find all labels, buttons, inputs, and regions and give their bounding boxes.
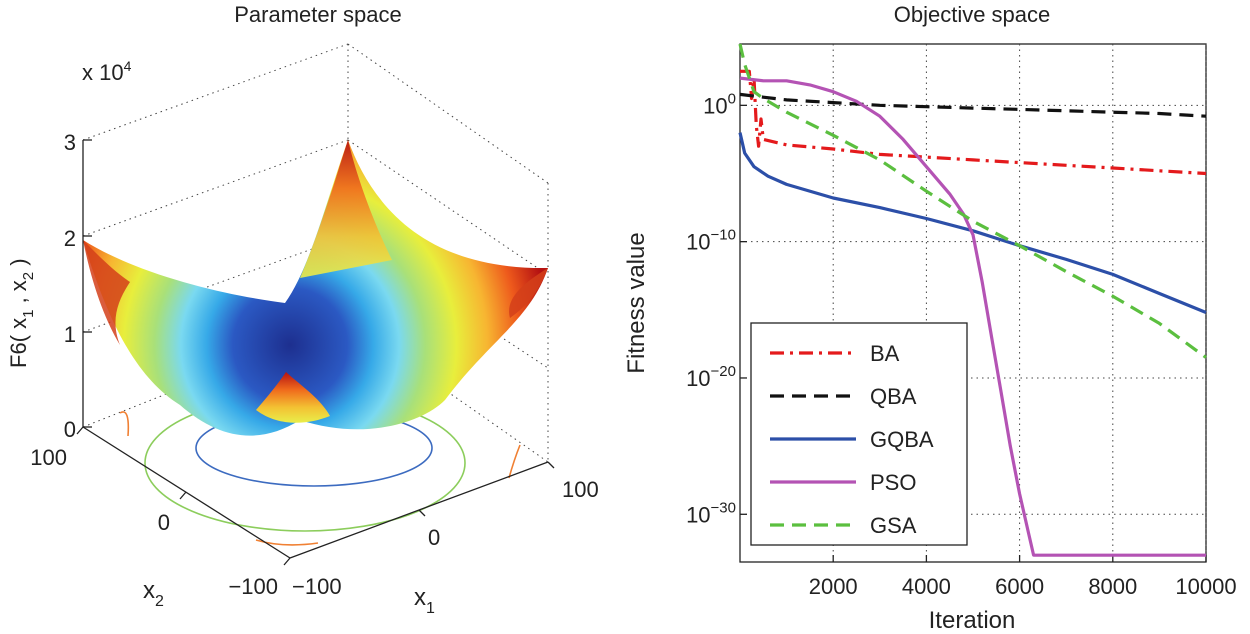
z-axis-label: F6( x1 , x2 ) bbox=[6, 258, 37, 368]
surface-chart: Parameter space x 104 3 2 1 0 100 0 −100… bbox=[6, 2, 599, 617]
y-tick-label: −100 bbox=[228, 574, 278, 599]
y-tick-label: 0 bbox=[158, 510, 170, 535]
y-tick-label: 10−30 bbox=[686, 499, 736, 527]
x-tick-labels: 2000 4000 6000 8000 10000 bbox=[809, 574, 1237, 599]
x-tick-label: −100 bbox=[292, 574, 342, 599]
y-tick-label: 100 bbox=[703, 90, 736, 118]
x-tick-label: 6000 bbox=[995, 574, 1044, 599]
z-tick-label: 2 bbox=[64, 226, 76, 251]
legend-label-ba: BA bbox=[870, 341, 900, 366]
series-lines bbox=[738, 43, 1207, 557]
legend-items: BA QBA GQBA PSO GSA bbox=[770, 341, 934, 538]
surface-front-peak bbox=[256, 372, 330, 423]
z-multiplier: x 104 bbox=[82, 58, 132, 85]
y-tick-label: 100 bbox=[30, 445, 67, 470]
plot-frame bbox=[739, 43, 1207, 563]
x-tick-label: 100 bbox=[562, 477, 599, 502]
y-axis-label: Fitness value bbox=[623, 232, 650, 373]
axes-3d-ticks bbox=[76, 139, 555, 566]
x2-axis-label: x2 bbox=[143, 577, 164, 610]
z-tick-labels: 3 2 1 0 bbox=[64, 130, 76, 442]
surface-back-peak bbox=[300, 140, 392, 278]
series-line-pso bbox=[739, 76, 1206, 557]
z-axis-label-part: , x bbox=[6, 280, 31, 309]
x-tick-label: 2000 bbox=[809, 574, 858, 599]
series-line-gsa bbox=[738, 43, 1207, 359]
legend-label-gqba: GQBA bbox=[870, 427, 934, 452]
z-tick-label: 3 bbox=[64, 130, 76, 155]
x-axis-label: Iteration bbox=[929, 607, 1016, 634]
x1-axis-label-sub: 1 bbox=[426, 600, 435, 617]
x-tick-label: 8000 bbox=[1088, 574, 1137, 599]
line-chart-title: Objective space bbox=[894, 2, 1051, 27]
x-tick-labels: −100 0 100 bbox=[292, 477, 599, 599]
y-tick-labels: 100 0 −100 bbox=[30, 445, 278, 599]
z-axis-label-part: ) bbox=[6, 258, 31, 271]
series-line-gqba bbox=[738, 132, 1207, 314]
series-line-ba bbox=[740, 69, 1207, 176]
z-axis-label-sub: 1 bbox=[20, 310, 37, 318]
legend-label-pso: PSO bbox=[870, 470, 916, 495]
x1-axis-label: x1 bbox=[414, 584, 435, 617]
surface-right-corner bbox=[509, 268, 548, 318]
z-tick-label: 0 bbox=[64, 417, 76, 442]
z-axis-label-part: F6( x bbox=[6, 318, 31, 368]
series-line-qba bbox=[739, 92, 1207, 118]
z-multiplier-exp: 4 bbox=[124, 58, 132, 74]
grid-lines bbox=[740, 44, 1207, 562]
x-tick-label: 4000 bbox=[902, 574, 951, 599]
x1-axis-label-main: x bbox=[414, 584, 426, 611]
surface-left-corner bbox=[83, 240, 130, 345]
x-tick-label: 0 bbox=[428, 525, 440, 550]
surface-mesh bbox=[83, 140, 548, 436]
z-tick-label: 1 bbox=[64, 322, 76, 347]
y-tick-label: 10−20 bbox=[686, 363, 736, 391]
x2-axis-label-main: x bbox=[143, 577, 155, 604]
z-multiplier-base: x 10 bbox=[82, 60, 124, 85]
legend-box bbox=[750, 322, 968, 546]
y-tick-label: 10−10 bbox=[686, 227, 736, 255]
z-axis-label-sub: 2 bbox=[20, 272, 37, 280]
legend-label-qba: QBA bbox=[870, 384, 917, 409]
x-tick-label: 10000 bbox=[1175, 574, 1236, 599]
surface-title: Parameter space bbox=[234, 2, 402, 27]
legend-label-gsa: GSA bbox=[870, 513, 917, 538]
y-tick-labels: 100 10−10 10−20 10−30 bbox=[686, 90, 736, 527]
x2-axis-label-sub: 2 bbox=[155, 593, 164, 610]
legend: BA QBA GQBA PSO GSA bbox=[750, 322, 968, 546]
axis-ticks bbox=[740, 104, 1207, 562]
